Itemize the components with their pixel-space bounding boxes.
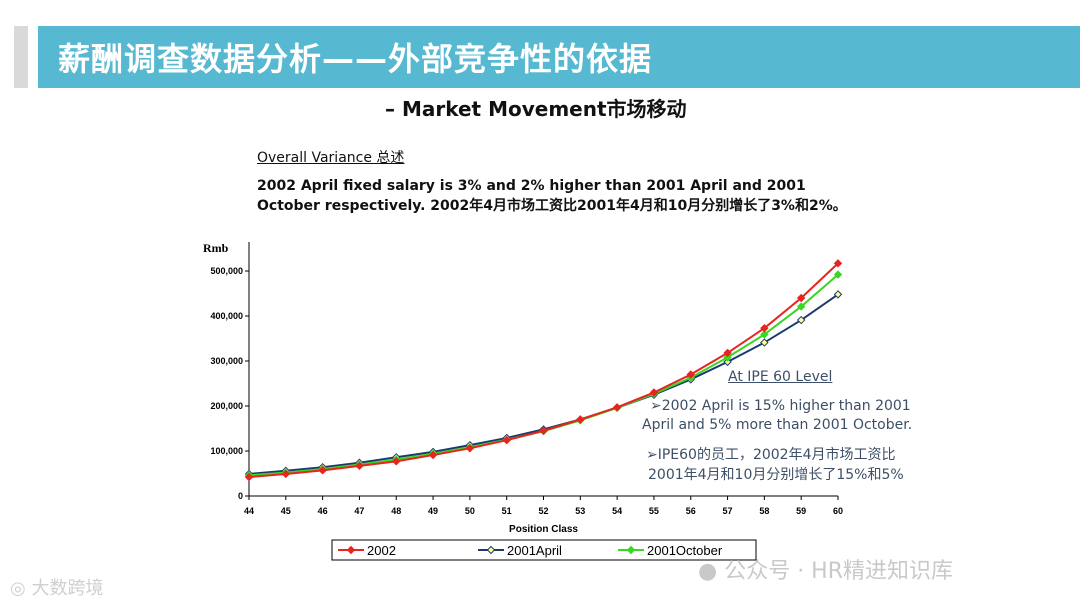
x-tick-label: 52: [538, 506, 548, 516]
data-point-2002: [428, 450, 438, 460]
annotation-heading: At IPE 60 Level: [728, 369, 833, 385]
data-point-2001april: [796, 315, 806, 325]
data-point-2001april: [833, 290, 843, 299]
data-point-2002: [318, 466, 327, 475]
legend-label-2001october: 2001October: [647, 543, 723, 558]
data-point-2001october: [760, 330, 769, 339]
x-tick-label: 59: [796, 506, 806, 516]
data-point-2001october: [833, 270, 843, 279]
data-point-2002: [576, 415, 585, 424]
data-point-2001april: [760, 338, 769, 347]
annotation-cn-line-2: 2001年4月和10月分别增长了15%和5%: [648, 467, 904, 483]
overall-heading: Overall Variance 总述: [257, 150, 405, 166]
overall-text: 2002 April fixed salary is 3% and 2% hig…: [257, 178, 847, 214]
annotation-cn-line-1: ➢IPE60的员工，2002年4月市场工资比: [646, 447, 896, 463]
x-tick-label: 55: [649, 506, 659, 516]
legend-marker-2001april: [486, 545, 496, 555]
data-point-2002: [502, 435, 511, 445]
page-title: 薪酬调查数据分析——外部竞争性的依据: [58, 40, 653, 78]
x-tick-label: 56: [686, 506, 696, 516]
legend-marker-2001october: [626, 545, 636, 555]
x-tick-label: 51: [502, 506, 512, 516]
data-point-2002: [723, 348, 732, 358]
data-point-2002: [355, 461, 364, 471]
data-point-2002: [760, 323, 769, 333]
legend-label-2001april: 2001April: [507, 543, 562, 558]
y-tick-label: 100,000: [210, 446, 243, 456]
watermark-right-text: 公众号 · HR精进知识库: [724, 559, 954, 584]
x-tick-label: 48: [391, 506, 401, 516]
annotation-en-line-2: April and 5% more than 2001 October.: [642, 417, 913, 433]
x-tick-label: 53: [575, 506, 585, 516]
title-accent: [14, 26, 28, 88]
x-tick-label: 57: [723, 506, 733, 516]
x-axis-label: Position Class: [509, 524, 578, 535]
page-subtitle: – Market Movement市场移动: [385, 97, 687, 121]
x-tick-label: 54: [612, 506, 622, 516]
y-axis-label: Rmb: [203, 241, 229, 255]
data-point-2002: [649, 388, 659, 397]
watermark-logo: ◎ 大数跨境: [10, 574, 103, 600]
y-tick-label: 200,000: [210, 401, 243, 411]
data-point-2001october: [796, 302, 806, 311]
data-point-2002: [392, 457, 401, 466]
data-point-2001october: [723, 353, 732, 362]
x-tick-label: 44: [244, 506, 254, 516]
x-tick-label: 60: [833, 506, 843, 516]
data-point-2002: [833, 259, 843, 268]
x-tick-label: 47: [354, 506, 364, 516]
legend-box: [331, 539, 757, 561]
chart-legend: 2002 2001April 2001October: [331, 539, 757, 561]
logo-icon: ◎: [10, 578, 26, 599]
data-point-2001april: [723, 357, 732, 367]
x-tick-label: 58: [759, 506, 769, 516]
data-point-2002: [539, 426, 548, 435]
y-tick-label: 500,000: [210, 266, 243, 276]
wechat-icon: ●: [698, 559, 718, 584]
title-bar: 薪酬调查数据分析——外部竞争性的依据: [14, 26, 1080, 88]
watermark-left-text: 大数跨境: [31, 578, 104, 599]
data-point-2002: [686, 370, 695, 379]
legend-marker-2002: [346, 545, 356, 555]
title-background: [38, 26, 1080, 88]
annotation-en-line-1: ➢2002 April is 15% higher than 2001: [650, 398, 911, 414]
y-tick-label: 0: [238, 491, 243, 501]
x-tick-label: 50: [465, 506, 475, 516]
x-tick-label: 49: [428, 506, 438, 516]
watermark-wechat: ● 公众号 · HR精进知识库: [698, 553, 953, 585]
x-tick-label: 46: [318, 506, 328, 516]
y-tick-label: 300,000: [210, 356, 243, 366]
x-tick-label: 45: [281, 506, 291, 516]
legend-label-2002: 2002: [367, 543, 396, 558]
data-point-2002: [244, 472, 254, 482]
data-point-2002: [612, 403, 622, 412]
data-point-2002: [796, 293, 806, 303]
data-point-2002: [465, 444, 475, 453]
y-tick-label: 400,000: [210, 311, 243, 321]
data-point-2002: [281, 469, 291, 479]
